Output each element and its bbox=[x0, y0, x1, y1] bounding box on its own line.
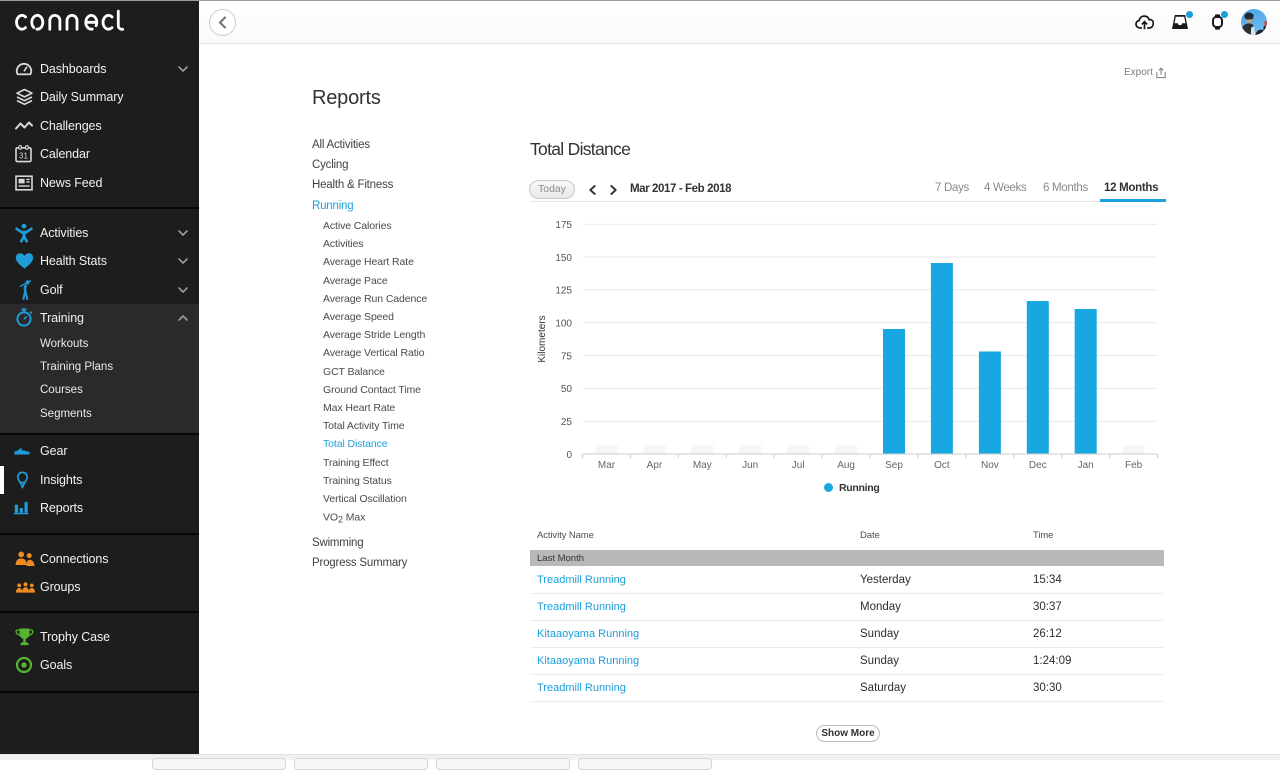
svg-text:Aug: Aug bbox=[837, 460, 855, 471]
svg-text:175: 175 bbox=[555, 220, 572, 231]
svg-text:Dec: Dec bbox=[1029, 460, 1047, 471]
svg-text:Kilometers: Kilometers bbox=[537, 315, 548, 362]
svg-text:Mar: Mar bbox=[598, 460, 616, 471]
svg-text:31: 31 bbox=[19, 152, 28, 161]
svg-text:Jan: Jan bbox=[1078, 460, 1094, 471]
svg-text:75: 75 bbox=[561, 351, 573, 362]
svg-text:Jul: Jul bbox=[792, 460, 805, 471]
svg-text:May: May bbox=[693, 460, 712, 471]
svg-text:Jun: Jun bbox=[742, 460, 758, 471]
svg-text:Sep: Sep bbox=[885, 460, 903, 471]
svg-text:50: 50 bbox=[561, 384, 573, 395]
svg-text:125: 125 bbox=[555, 286, 572, 297]
svg-text:Apr: Apr bbox=[647, 460, 663, 471]
svg-text:0: 0 bbox=[566, 450, 572, 461]
svg-text:25: 25 bbox=[561, 417, 573, 428]
svg-text:Nov: Nov bbox=[981, 460, 999, 471]
svg-text:Feb: Feb bbox=[1125, 460, 1143, 471]
svg-text:100: 100 bbox=[555, 319, 572, 330]
svg-text:Oct: Oct bbox=[934, 460, 950, 471]
svg-text:150: 150 bbox=[555, 253, 572, 264]
